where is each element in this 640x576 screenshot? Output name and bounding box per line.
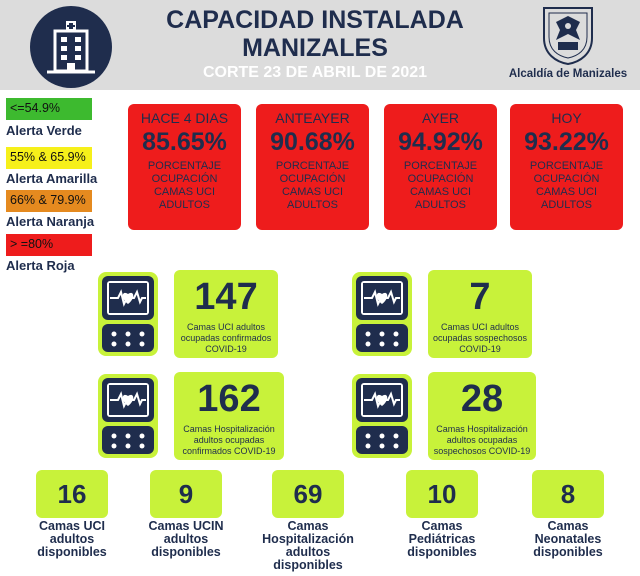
legend-orange-range: 66% & 79.9% — [6, 190, 92, 212]
occupancy-card-day-before-yesterday: ANTEAYER 90.68% PORCENTAJE OCUPACIÓN CAMAS… — [256, 104, 369, 230]
occupancy-card-today: HOY 93.22% PORCENTAJE OCUPACIÓN CAMAS UCI A… — [510, 104, 623, 230]
occupancy-card-4-days-ago: HACE 4 DIAS 85.65% PORCENTAJE OCUPACIÓN CA… — [128, 104, 241, 230]
stat-card-uci-confirmed: 147 Camas UCI adultos ocupadas confirmado… — [174, 270, 278, 358]
legend-yellow-label: Alerta Amarilla — [6, 171, 98, 186]
hospital-logo — [30, 6, 112, 88]
stat-value: 28 — [460, 378, 504, 420]
stat-description: Camas Hospitalización adultos ocupadas sos… — [433, 424, 531, 456]
occupancy-period: ANTEAYER — [275, 110, 350, 126]
occupancy-description: PORCENTAJE OCUPACIÓN CAMAS UCI ADULTOS — [147, 160, 222, 211]
legend-green-range: <=54.9% — [6, 98, 92, 120]
available-uci-label: Camas UCI adultos disponibles — [37, 519, 107, 559]
occupancy-period: AYER — [421, 110, 460, 126]
heart-monitor-icon — [350, 372, 414, 460]
legend-red-label: Alerta Roja — [6, 258, 75, 273]
heart-monitor-icon — [96, 270, 160, 358]
header-banner: CAPACIDAD INSTALADA MANIZALES CORTE 23 D… — [0, 0, 640, 90]
legend-orange-label: Alerta Naranja — [6, 214, 95, 229]
occupancy-period: HACE 4 DIAS — [140, 110, 229, 126]
stat-value: 162 — [197, 378, 261, 420]
stat-description: Camas UCI adultos ocupadas confirmados COV… — [180, 322, 272, 354]
stat-description: Camas UCI adultos ocupadas sospechosos COV… — [432, 322, 528, 354]
heart-monitor-icon — [96, 372, 160, 460]
stat-card-hosp-confirmed: 162 Camas Hospitalización adultos ocupada… — [174, 372, 284, 460]
occupancy-description: PORCENTAJE OCUPACIÓN CAMAS UCI ADULTOS — [529, 160, 604, 211]
available-pediatric-label: Camas Pediátricas disponibles — [407, 519, 477, 559]
coat-of-arms-icon — [543, 7, 593, 66]
heart-monitor-icon — [350, 270, 414, 358]
occupancy-description: PORCENTAJE OCUPACIÓN CAMAS UCI ADULTOS — [403, 160, 478, 211]
available-pediatric-value: 10 — [406, 470, 478, 518]
legend-yellow-range: 55% & 65.9% — [6, 147, 92, 169]
available-ucin-label: Camas UCIN adultos disponibles — [148, 519, 224, 559]
available-neonatal-label: Camas Neonatales disponibles — [533, 519, 603, 559]
occupancy-period: HOY — [551, 110, 582, 126]
legend-red-range: > =80% — [6, 234, 92, 256]
occupancy-value: 85.65% — [142, 128, 227, 156]
stat-value: 7 — [469, 276, 491, 318]
occupancy-card-yesterday: AYER 94.92% PORCENTAJE OCUPACIÓN CAMAS UCI… — [384, 104, 497, 230]
stat-card-hosp-suspected: 28 Camas Hospitalización adultos ocupadas… — [428, 372, 536, 460]
stat-description: Camas Hospitalización adultos ocupadas con… — [182, 424, 276, 456]
available-hosp-value: 69 — [272, 470, 344, 518]
page-title-line2: MANIZALES — [242, 34, 388, 62]
legend-green-label: Alerta Verde — [6, 123, 82, 138]
occupancy-value: 94.92% — [398, 128, 483, 156]
stat-value: 147 — [194, 276, 258, 318]
available-neonatal-value: 8 — [532, 470, 604, 518]
available-hosp-label: Camas Hospitalización adultos disponibles — [262, 519, 354, 572]
occupancy-description: PORCENTAJE OCUPACIÓN CAMAS UCI ADULTOS — [275, 160, 350, 211]
page-title-line1: CAPACIDAD INSTALADA — [166, 6, 464, 34]
cutoff-date: CORTE 23 DE ABRIL DE 2021 — [202, 64, 428, 81]
occupancy-value: 90.68% — [270, 128, 355, 156]
stat-card-uci-suspected: 7 Camas UCI adultos ocupadas sospechosos C… — [428, 270, 532, 358]
occupancy-value: 93.22% — [524, 128, 609, 156]
available-uci-value: 16 — [36, 470, 108, 518]
organization-name: Alcaldía de Manizales — [508, 68, 628, 80]
hospital-building-icon — [47, 21, 95, 74]
available-ucin-value: 9 — [150, 470, 222, 518]
